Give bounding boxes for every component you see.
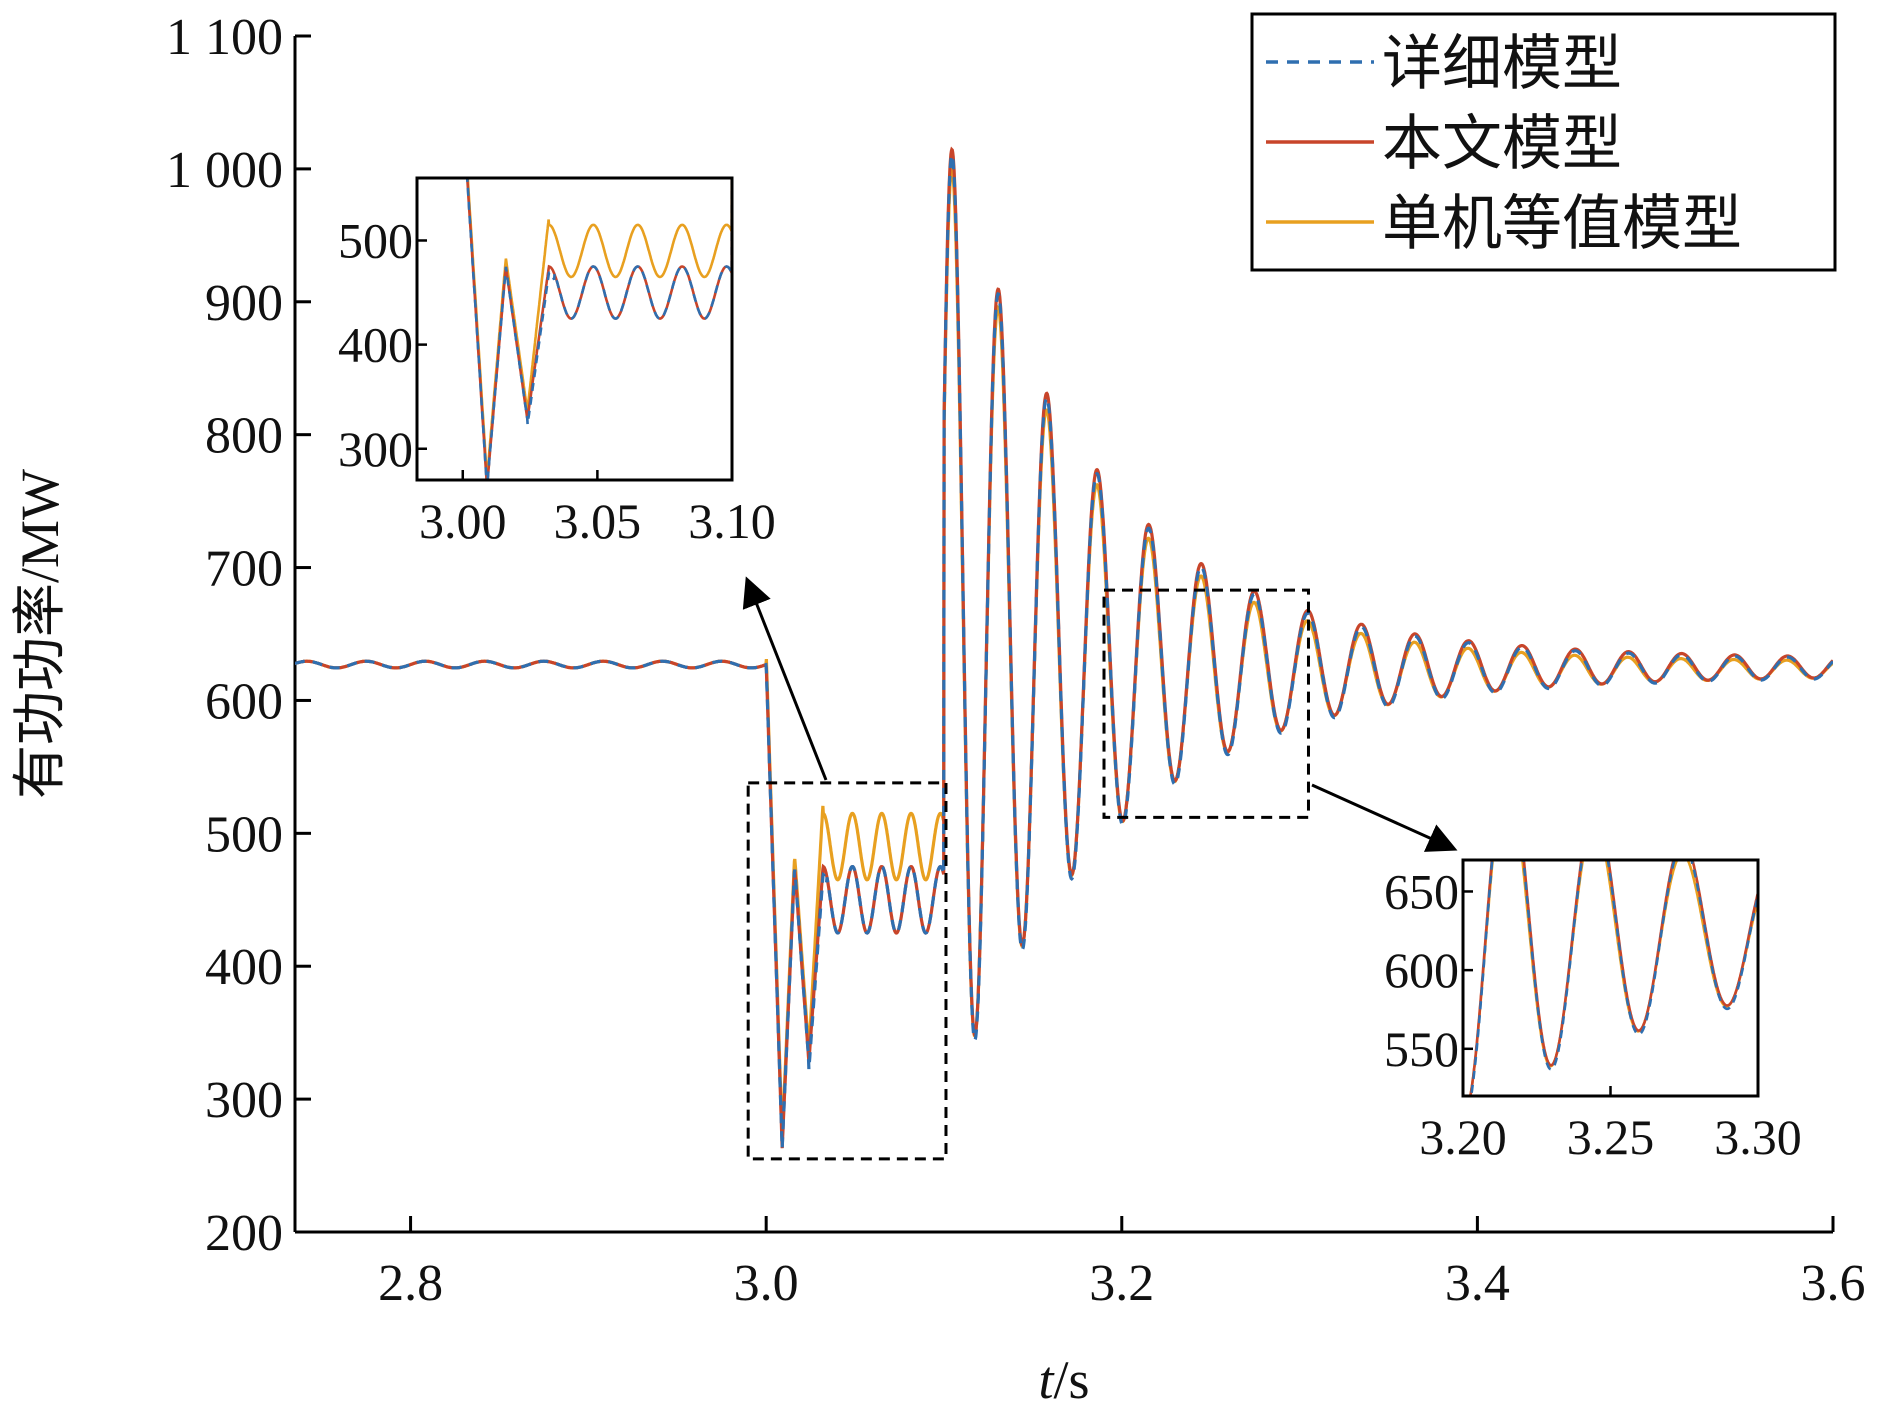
y-tick-label: 400	[205, 939, 283, 996]
inset-y-tick-label: 600	[1384, 942, 1459, 998]
inset-y-tick-label: 500	[338, 212, 413, 268]
legend-label: 详细模型	[1382, 29, 1622, 99]
main-axes: 2.8 3.0 3.2 3.4 3.6 200 300 400 500 600 700 800 900 1…	[166, 9, 1866, 1312]
x-tick-label: 3.0	[734, 1255, 799, 1312]
x-axis-unit: /s	[1053, 1350, 1089, 1410]
y-tick-label: 600	[205, 673, 283, 730]
inset-fault-background	[417, 178, 732, 480]
x-tick-label: 3.6	[1801, 1255, 1866, 1312]
zoom-boxes	[742, 576, 1458, 1161]
x-tick-label: 2.8	[378, 1255, 443, 1312]
inset-x-tick-label: 3.25	[1567, 1109, 1655, 1165]
x-axis-label: t/s	[1038, 1350, 1089, 1410]
inset-x-tick-label: 3.30	[1714, 1109, 1802, 1165]
y-tick-label: 1 100	[166, 9, 283, 66]
legend-label: 本文模型	[1382, 109, 1622, 179]
inset-y-tick-label: 650	[1384, 863, 1459, 919]
y-tick-label: 500	[205, 806, 283, 863]
x-tick-label: 3.2	[1089, 1255, 1154, 1312]
inset-y-tick-label: 300	[338, 421, 413, 477]
series-line	[295, 151, 1833, 1149]
zoom-box-fault	[746, 781, 948, 1161]
arrow-to-inset-oscillation	[1311, 783, 1458, 852]
legend-label: 单机等值模型	[1382, 189, 1742, 259]
arrow-to-inset-fault	[742, 576, 828, 781]
inset-x-tick-label: 3.20	[1419, 1109, 1507, 1165]
y-axis-label: 有功功率/MW	[10, 469, 70, 799]
y-tick-label: 700	[205, 541, 283, 598]
main-series	[295, 146, 1833, 1149]
inset-fault-period: 3.00 3.05 3.10 300 400 500	[338, 176, 776, 549]
inset-oscillation-background	[1463, 860, 1758, 1096]
inset-y-tick-label: 550	[1384, 1021, 1459, 1077]
y-tick-label: 1 000	[166, 142, 283, 199]
inset-y-tick-label: 400	[338, 317, 413, 373]
inset-frame	[415, 176, 734, 482]
y-tick-label: 900	[205, 275, 283, 332]
inset-series-line	[465, 178, 732, 480]
x-tick-label: 3.4	[1445, 1255, 1510, 1312]
inset-series-line	[1469, 860, 1758, 1096]
inset-x-tick-label: 3.00	[419, 493, 507, 549]
y-tick-label: 800	[205, 408, 283, 465]
y-tick-label: 200	[205, 1205, 283, 1262]
x-axis-variable: t	[1038, 1350, 1055, 1410]
inset-x-tick-label: 3.10	[688, 493, 776, 549]
inset-oscillation-period: 3.20 3.25 3.30 550 600 650	[1384, 858, 1802, 1165]
y-tick-label: 300	[205, 1072, 283, 1129]
inset-x-tick-label: 3.05	[554, 493, 642, 549]
